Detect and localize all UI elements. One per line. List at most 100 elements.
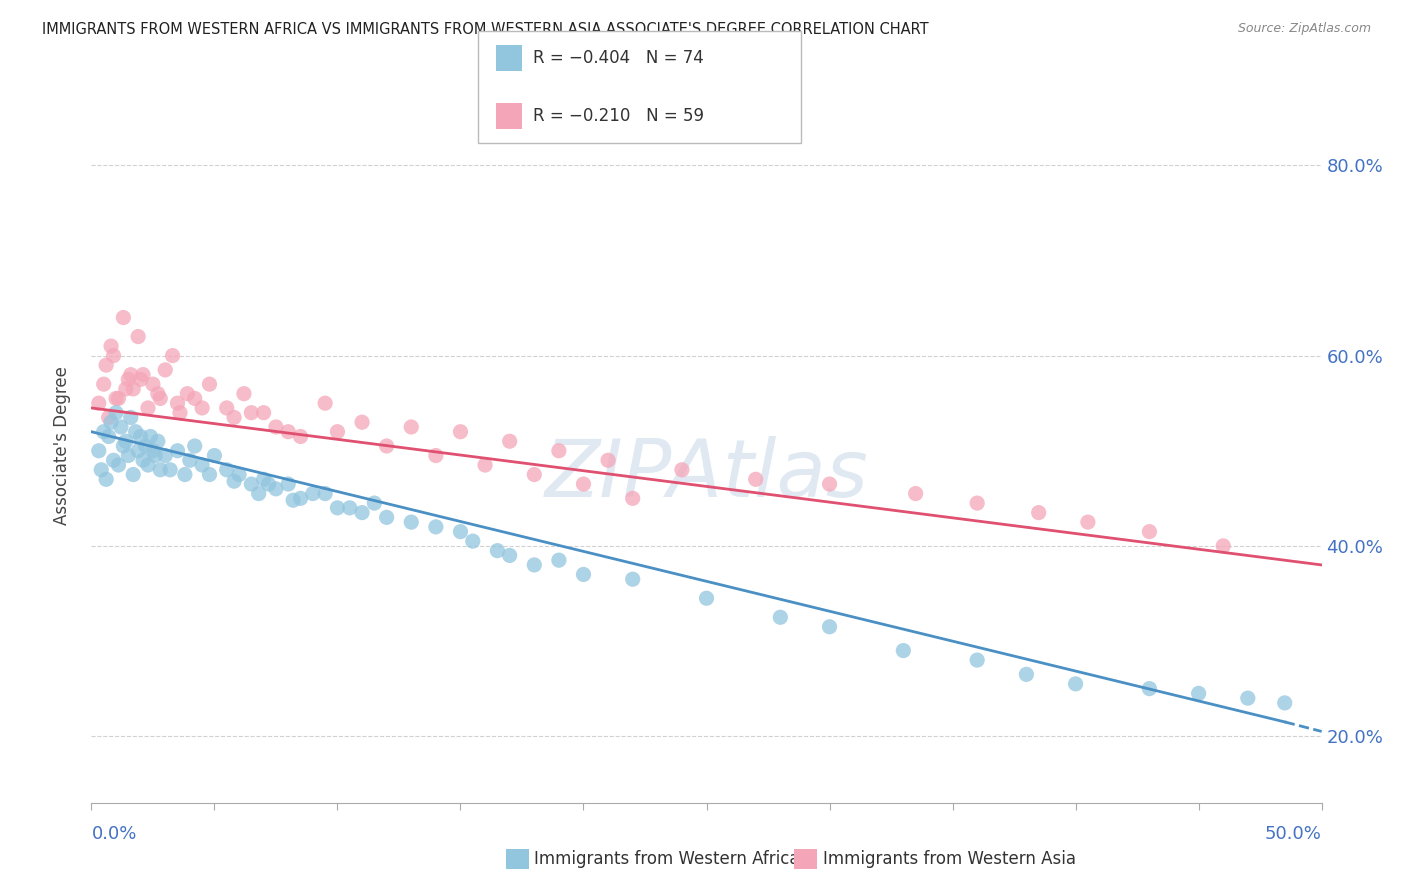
Point [1187,686,1209,700]
Point [202,449,225,463]
Text: IMMIGRANTS FROM WESTERN AFRICA VS IMMIGRANTS FROM WESTERN ASIA ASSOCIATE'S DEGRE: IMMIGRANTS FROM WESTERN AFRICA VS IMMIGR… [42,22,929,37]
Point [183,392,207,406]
Point [191,401,214,415]
Point [162,349,184,363]
Point [112,310,135,325]
Point [1028,506,1050,520]
Point [352,415,374,429]
Point [149,463,172,477]
Text: R = −0.404   N = 74: R = −0.404 N = 74 [533,49,703,67]
Point [572,567,595,582]
Point [314,396,336,410]
Point [257,477,280,491]
Point [449,524,471,539]
Point [97,429,120,443]
Point [375,439,398,453]
Point [399,515,422,529]
Point [240,406,263,420]
Point [301,486,323,500]
Point [228,467,250,482]
Point [110,420,132,434]
Point [93,377,115,392]
Point [96,358,117,372]
Point [135,439,157,453]
Point [1015,667,1038,681]
Point [264,482,287,496]
Point [146,434,169,449]
Point [222,410,246,425]
Text: R = −0.210   N = 59: R = −0.210 N = 59 [533,107,704,125]
Point [127,329,149,343]
Point [486,543,509,558]
Point [1077,515,1099,529]
Point [253,406,276,420]
Point [159,463,181,477]
Point [498,434,520,449]
Point [132,368,155,382]
Point [449,425,471,439]
Point [166,443,188,458]
Text: Immigrants from Western Africa: Immigrants from Western Africa [534,850,800,868]
Point [183,439,207,453]
Point [399,420,422,434]
Text: 0.0%: 0.0% [91,825,136,843]
Point [523,558,546,572]
Point [474,458,496,472]
Point [117,372,139,386]
Point [198,467,221,482]
Point [103,349,125,363]
Point [153,449,177,463]
Point [375,510,398,524]
Text: Immigrants from Western Asia: Immigrants from Western Asia [823,850,1076,868]
Point [142,377,165,392]
Point [745,472,768,486]
Point [100,415,122,429]
Point [222,474,246,488]
Point [621,572,644,586]
Point [127,443,149,458]
Point [326,500,349,515]
Point [1064,677,1087,691]
Point [179,453,201,467]
Point [87,443,110,458]
Point [1139,681,1161,696]
Point [176,386,198,401]
Point [326,425,349,439]
Point [96,472,117,486]
Point [105,392,127,406]
Point [198,377,221,392]
Text: 50.0%: 50.0% [1265,825,1322,843]
Text: Source: ZipAtlas.com: Source: ZipAtlas.com [1237,22,1371,36]
Point [240,477,263,491]
Point [621,491,644,506]
Point [120,368,142,382]
Point [596,453,619,467]
Point [124,425,148,439]
Point [425,449,447,463]
Point [107,392,129,406]
Point [117,449,139,463]
Point [215,463,238,477]
Point [290,429,312,443]
Point [90,463,112,477]
Point [290,491,312,506]
Point [191,458,214,472]
Point [1139,524,1161,539]
Point [232,386,256,401]
Point [122,467,145,482]
Point [142,443,165,458]
Point [461,534,484,549]
Point [352,506,374,520]
Point [105,406,127,420]
Point [818,477,841,491]
Point [145,449,166,463]
Point [174,467,197,482]
Point [1237,691,1260,706]
Point [87,396,110,410]
Point [339,500,361,515]
Point [129,429,152,443]
Point [277,477,299,491]
Y-axis label: Associate's Degree: Associate's Degree [52,367,70,525]
Point [966,653,988,667]
Point [548,553,571,567]
